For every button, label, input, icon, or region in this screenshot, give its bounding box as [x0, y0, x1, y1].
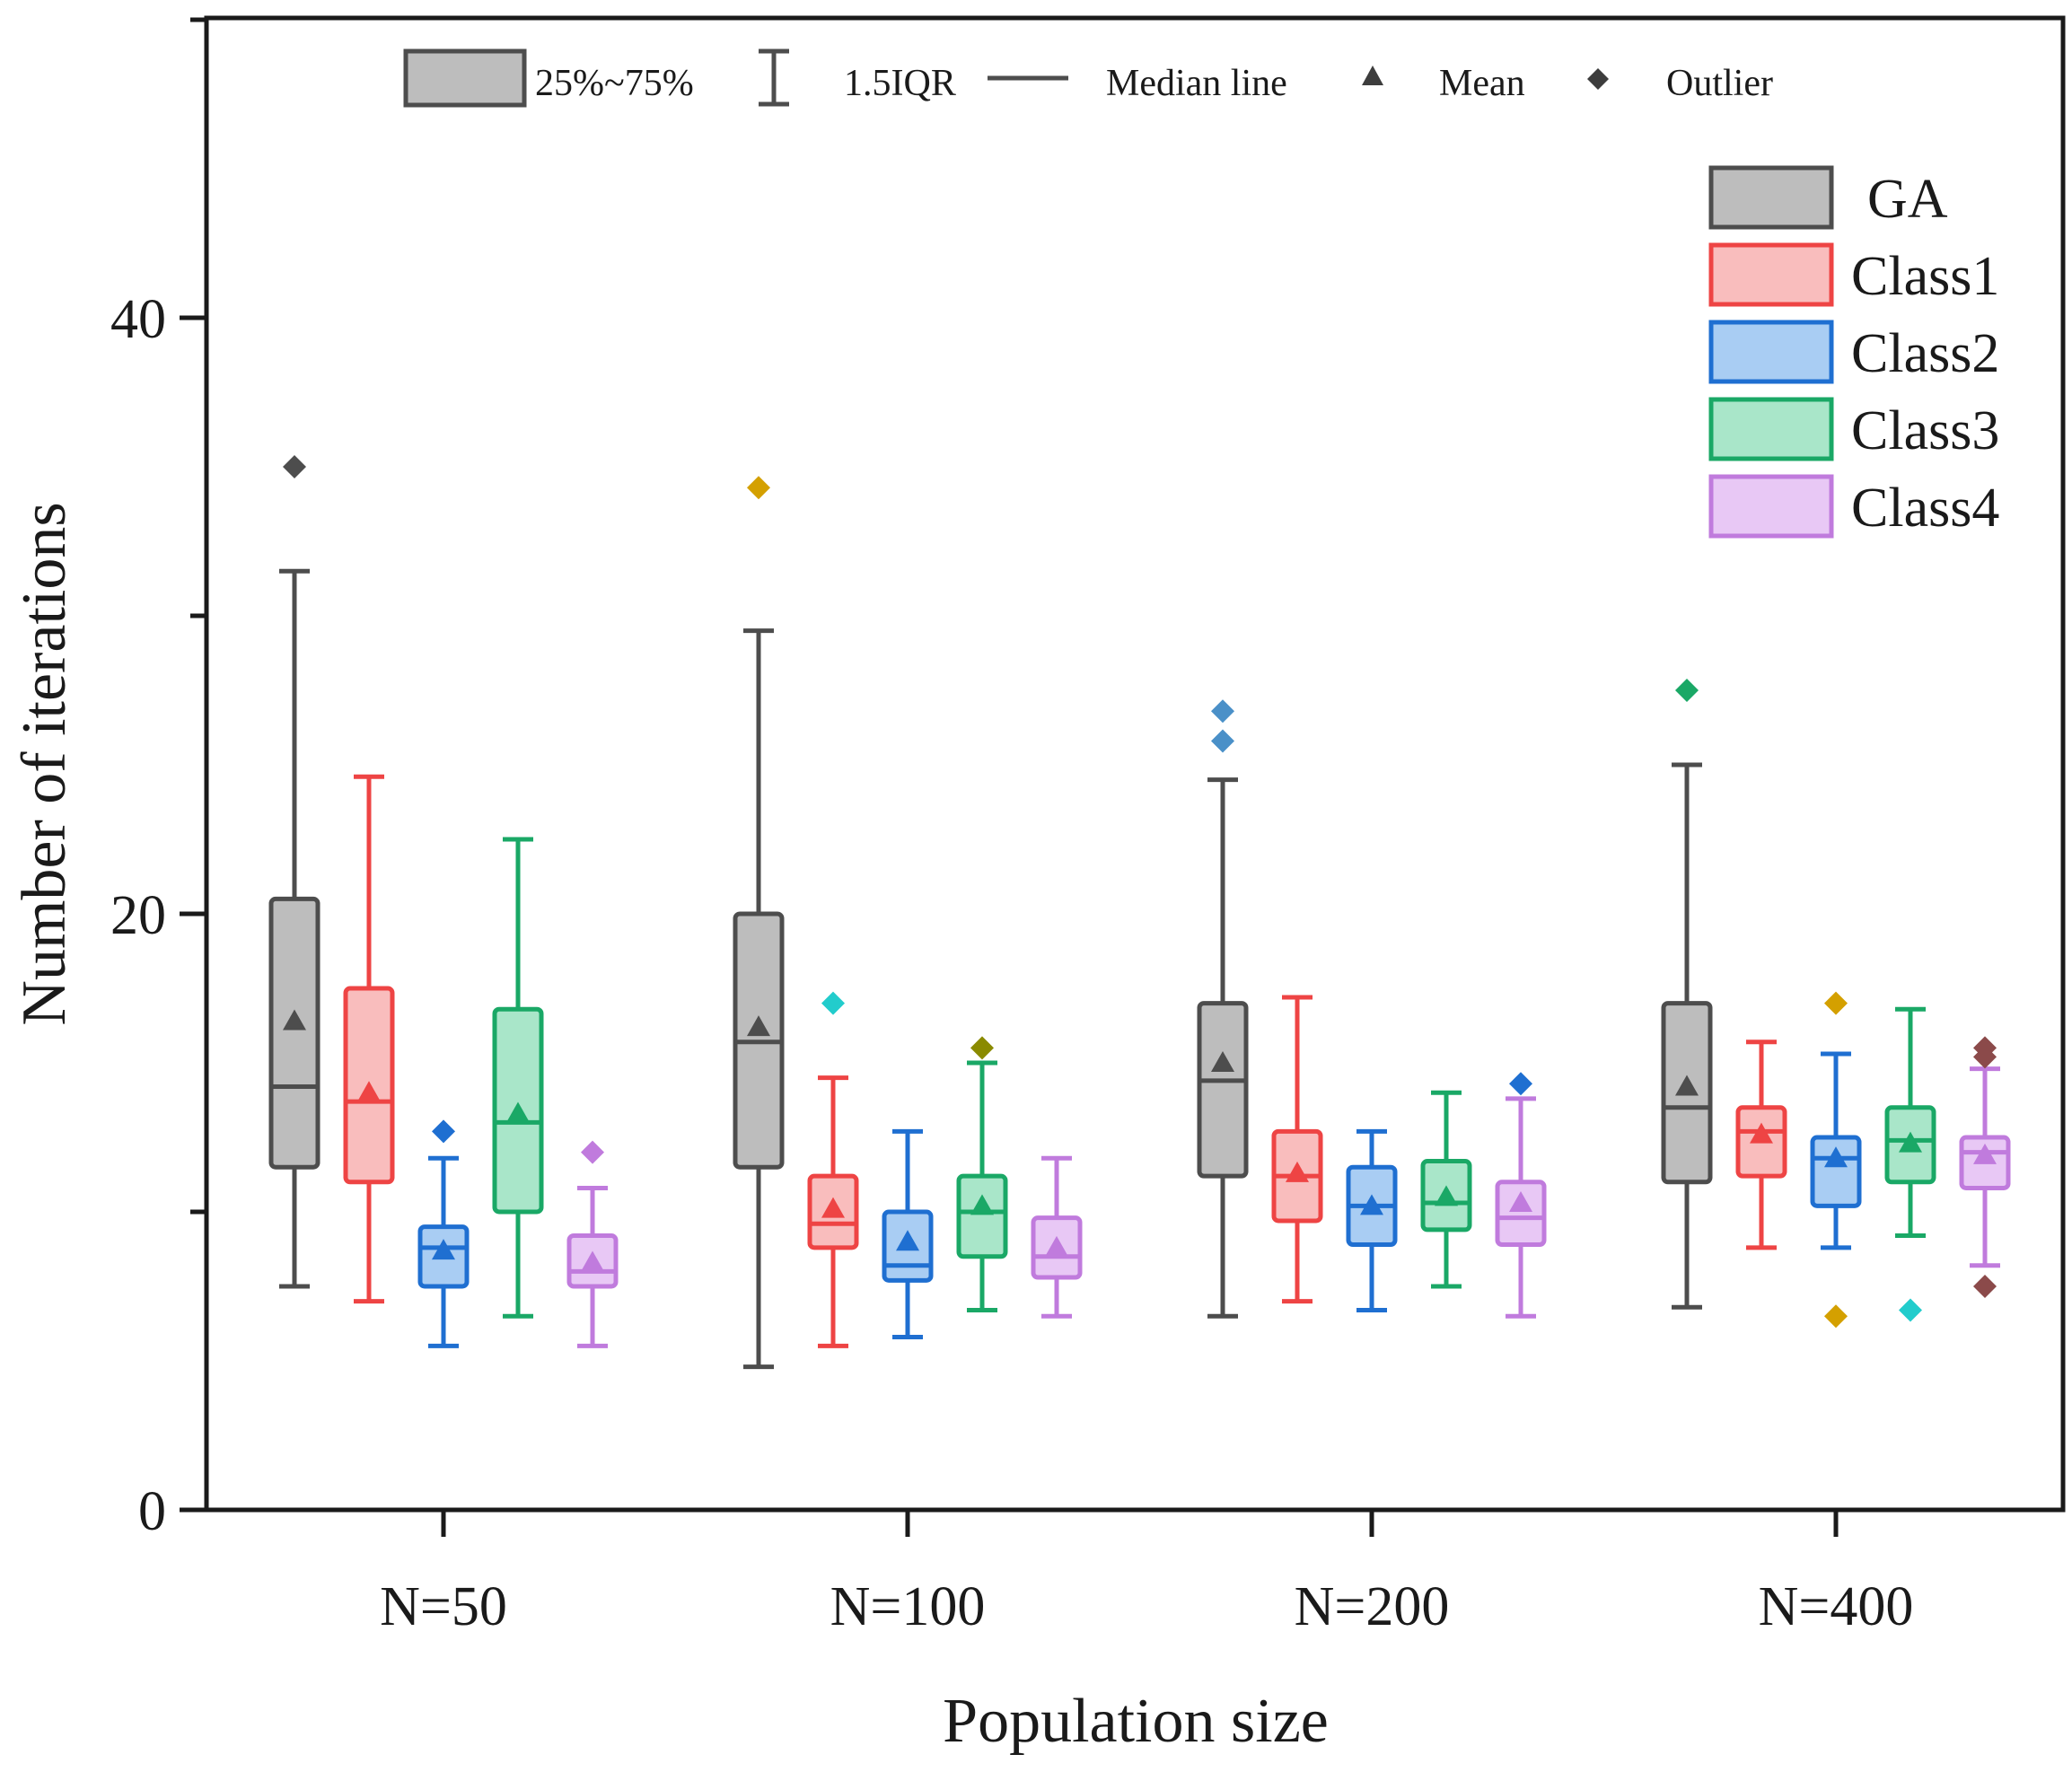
outlier-marker [821, 991, 845, 1015]
outlier-marker [1509, 1072, 1532, 1096]
mean-marker [896, 1230, 919, 1251]
mean-marker [1509, 1191, 1532, 1213]
legend-swatch-class3 [1708, 397, 1834, 461]
mean-marker [1045, 1235, 1068, 1257]
box-class1-n100 [807, 991, 859, 1348]
legend-median-label: Median line [1106, 63, 1287, 104]
plot-marks [268, 455, 2011, 1370]
box-class4-n400 [1959, 1036, 2011, 1298]
legend-outlier-label: Outlier [1666, 63, 1773, 104]
legend-label-class3: Class3 [1851, 400, 1999, 461]
mean-marker [432, 1239, 455, 1260]
mean-marker [970, 1194, 994, 1215]
mean-marker [283, 1009, 306, 1031]
legend-label-ga: GA [1867, 169, 1948, 230]
box-class3-n400 [1884, 1006, 1936, 1322]
box-class1-n50 [343, 774, 395, 1304]
whisker-icon [759, 48, 789, 107]
iqr-box [268, 896, 320, 1170]
box-class2-n400 [1810, 991, 1862, 1329]
outlier-marker [1899, 1298, 1922, 1322]
mean-marker [1899, 1131, 1922, 1153]
y-tick-label: 0 [138, 1481, 166, 1542]
iqr-box [1495, 1180, 1547, 1248]
legend-swatch-class2 [1708, 320, 1834, 384]
box-ga-n400 [1661, 679, 1713, 1310]
outlier-marker [1973, 1275, 1997, 1298]
outlier-marker [283, 455, 306, 478]
box-ga-n50 [268, 455, 320, 1289]
outlier-marker [1824, 1304, 1848, 1329]
x-tick-label: N=200 [1295, 1576, 1450, 1637]
axes [204, 15, 2066, 1513]
mean-marker [821, 1197, 845, 1218]
box-class1-n400 [1735, 1040, 1787, 1250]
mean-marker [1211, 1051, 1234, 1072]
mean-marker [1973, 1143, 1997, 1164]
box-ga-n100 [733, 476, 785, 1370]
mean-marker [506, 1101, 530, 1123]
legend-label-class2: Class2 [1851, 323, 1999, 384]
outlier-marker [1973, 1045, 1997, 1069]
mean-triangle-icon [1362, 66, 1383, 85]
legend-box-swatch [403, 48, 527, 108]
legend-box-label: 25%~75% [535, 63, 694, 104]
mean-marker [1824, 1146, 1848, 1168]
box-class3-n200 [1420, 1090, 1472, 1289]
outlier-marker [432, 1119, 455, 1144]
stats-legend: 25%~75% 1.5IQR Median line Mean Outlier [403, 48, 1773, 108]
legend-whisker-label: 1.5IQR [844, 63, 956, 104]
mean-marker [581, 1250, 604, 1272]
legend-label-class4: Class4 [1851, 478, 1999, 539]
x-tick-label: N=400 [1759, 1576, 1914, 1637]
x-ticks: N=50 N=100 N=200 N=400 [380, 1510, 1913, 1637]
y-tick-label: 40 [110, 289, 166, 350]
legend-label-class1: Class1 [1851, 246, 1999, 307]
box-class2-n200 [1346, 1128, 1398, 1313]
box-class1-n200 [1271, 995, 1323, 1304]
outlier-marker [1211, 729, 1234, 753]
iqr-box [956, 1173, 1008, 1259]
mean-marker [1435, 1185, 1458, 1206]
box-class4-n50 [566, 1140, 619, 1348]
outlier-marker [747, 476, 770, 500]
box-class3-n50 [492, 837, 544, 1319]
plot-frame [204, 15, 2066, 1513]
mean-marker [357, 1081, 381, 1102]
outlier-marker [1211, 699, 1234, 724]
mean-marker [1675, 1075, 1699, 1096]
outlier-marker [581, 1140, 604, 1164]
outlier-marker [970, 1036, 994, 1060]
mean-marker [747, 1015, 770, 1037]
mean-marker [1360, 1194, 1383, 1215]
x-axis-label: Population size [943, 1687, 1329, 1756]
box-class2-n100 [882, 1128, 934, 1339]
iqr-box [1810, 1135, 1862, 1208]
series-legend: GA Class1 Class2 Class3 Class4 [1708, 165, 1999, 539]
outlier-marker [1824, 991, 1848, 1015]
y-ticks: 0 20 40 [110, 17, 206, 1542]
box-class4-n100 [1031, 1155, 1083, 1319]
iqr-box [1197, 1001, 1249, 1179]
box-class4-n200 [1495, 1072, 1547, 1319]
legend-swatch-class1 [1708, 242, 1834, 307]
outlier-marker [1675, 679, 1699, 702]
x-tick-label: N=100 [830, 1576, 986, 1637]
y-tick-label: 20 [110, 885, 166, 946]
legend-swatch-ga [1708, 165, 1834, 230]
legend-swatch-class4 [1708, 474, 1834, 539]
box-class3-n100 [956, 1036, 1008, 1313]
mean-marker [1286, 1161, 1309, 1182]
y-axis-label: Number of iterations [10, 502, 79, 1025]
outlier-diamond-icon [1587, 68, 1609, 90]
box-class2-n50 [417, 1119, 470, 1348]
mean-marker [1750, 1122, 1773, 1144]
legend-mean-label: Mean [1439, 63, 1525, 104]
x-tick-label: N=50 [380, 1576, 507, 1637]
box-ga-n200 [1197, 699, 1249, 1319]
